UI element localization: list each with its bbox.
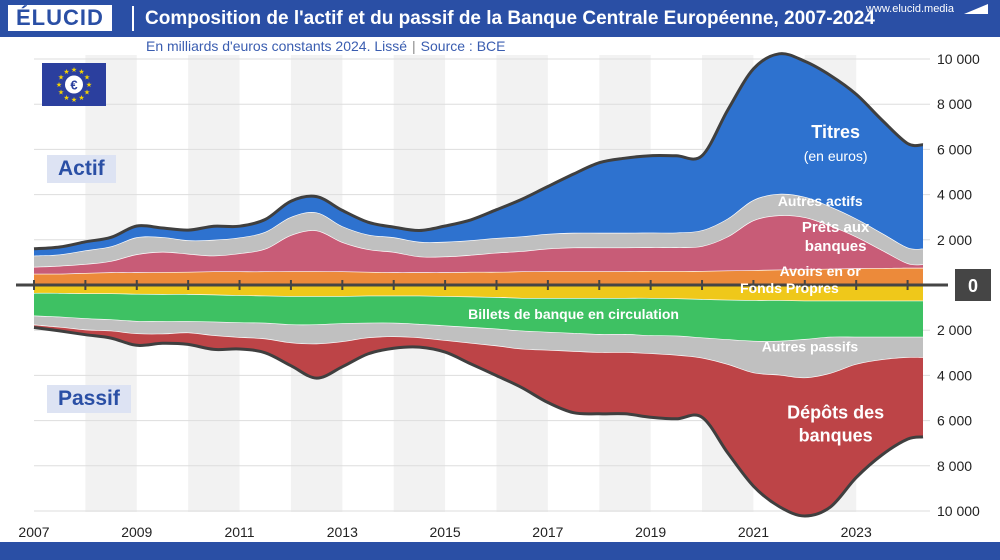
chart-subtitle: En milliards d'euros constants 2024. Lis… xyxy=(146,38,506,54)
eu-star-icon: ★ xyxy=(84,74,90,82)
label-fonds-propres: Fonds Propres xyxy=(740,280,839,296)
zero-badge xyxy=(955,269,991,301)
y-tick-label: 8 000 xyxy=(937,458,972,474)
x-tick-label: 2009 xyxy=(121,524,152,540)
area-avoirs-en-or xyxy=(34,267,923,285)
label-depots-des-sub: banques xyxy=(799,425,873,445)
area-fonds-propres xyxy=(34,285,923,302)
eu-star-icon: ★ xyxy=(63,68,69,76)
actif-label: Actif xyxy=(47,155,116,183)
y-tick-label: 10 000 xyxy=(937,503,980,519)
x-tick-label: 2021 xyxy=(738,524,769,540)
eu-star-icon: ★ xyxy=(71,66,77,74)
zero-line: 0 xyxy=(16,269,991,301)
area-autres-actifs xyxy=(34,193,923,267)
y-tick-label: 6 000 xyxy=(937,413,972,429)
label-avoirs-en-or: Avoirs en or xyxy=(780,263,862,279)
y-tick-label: 2 000 xyxy=(937,232,972,248)
subtitle-separator: | xyxy=(412,38,416,54)
footer-bar xyxy=(0,542,1000,560)
eu-star-icon: ★ xyxy=(58,89,64,97)
area-titres xyxy=(34,53,923,256)
eu-star-icon: ★ xyxy=(86,81,92,89)
chart-areas xyxy=(33,52,924,517)
eu-star-icon: ★ xyxy=(78,94,84,102)
x-tick-label: 2017 xyxy=(532,524,563,540)
x-tick-label: 2015 xyxy=(430,524,461,540)
area-depots-des-banques xyxy=(34,325,923,516)
label-autres-passifs: Autres passifs xyxy=(762,339,859,355)
area-prets-aux-banques xyxy=(34,215,923,274)
eu-star-icon: ★ xyxy=(58,74,64,82)
chart-axes: 10 000 8 000 6 000 4 000 2 000 2 000 4 000 6 00… xyxy=(18,51,980,540)
label-prets-aux-sub: banques xyxy=(805,238,867,255)
elucid-arrow-icon xyxy=(964,4,988,14)
y-tick-label: 4 000 xyxy=(937,187,972,203)
x-tick-label: 2011 xyxy=(224,524,254,540)
label-autres-actifs: Autres actifs xyxy=(778,193,863,209)
eu-star-icon: ★ xyxy=(63,94,69,102)
label-billets-de-banque-en-circulation: Billets de banque en circulation xyxy=(468,306,679,322)
footer-url[interactable]: www.elucid.media xyxy=(865,3,954,15)
euro-coin-icon xyxy=(65,75,83,94)
label-titres: Titres xyxy=(811,122,860,142)
y-tick-label: 6 000 xyxy=(937,141,972,157)
x-tick-label: 2023 xyxy=(841,524,872,540)
chart-title: Composition de l'actif et du passif de l… xyxy=(145,8,875,29)
euro-symbol-icon: € xyxy=(70,78,77,93)
zero-label: 0 xyxy=(968,276,978,296)
y-tick-label: 8 000 xyxy=(937,96,972,112)
label-depots-des: Dépôts des xyxy=(787,402,884,422)
eu-star-icon: ★ xyxy=(78,68,84,76)
eu-flag: ★★★★★★★★★ ★ ★★€ xyxy=(42,63,106,106)
header-separator xyxy=(132,6,134,31)
subtitle-source: Source : BCE xyxy=(420,38,506,54)
subtitle-units: En milliards d'euros constants 2024. Lis… xyxy=(146,38,408,54)
y-tick-label: 10 000 xyxy=(937,51,980,67)
x-tick-label: 2007 xyxy=(18,524,49,540)
eu-star-icon: ★ xyxy=(71,96,77,104)
label-prets-aux: Prêts aux xyxy=(802,219,870,236)
total-assets-line xyxy=(33,52,924,251)
y-tick-label: 4 000 xyxy=(937,367,972,383)
area-autres-passifs xyxy=(34,316,923,379)
passif-label: Passif xyxy=(47,385,131,413)
y-tick-label: 2 000 xyxy=(937,322,972,338)
area-billets-de-banque-en-circulation xyxy=(34,293,923,342)
x-tick-label: 2013 xyxy=(327,524,358,540)
label-titres-sub: (en euros) xyxy=(804,148,868,164)
header-bar xyxy=(0,0,1000,37)
total-liabilities-line xyxy=(33,326,924,518)
eu-star-icon: ★ xyxy=(56,81,62,89)
elucid-logo[interactable]: ÉLUCID xyxy=(8,5,112,31)
chart-annotations: Titres (en euros) Autres actifs Prêts aux ba… xyxy=(468,122,884,445)
chart-outlines xyxy=(33,52,924,518)
eu-star-icon: ★ xyxy=(84,89,90,97)
x-tick-label: 2019 xyxy=(635,524,666,540)
